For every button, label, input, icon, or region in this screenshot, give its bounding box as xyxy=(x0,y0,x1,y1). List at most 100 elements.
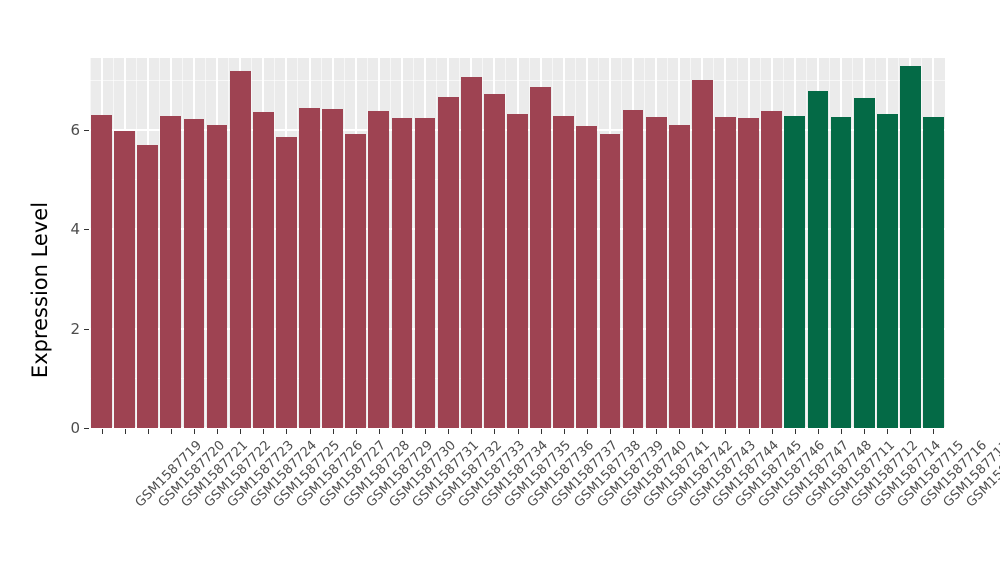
x-axis-tick-mark xyxy=(609,429,611,434)
gridline-minor-vertical xyxy=(251,58,253,428)
gridline-minor-vertical xyxy=(366,58,368,428)
x-axis-tick-mark xyxy=(864,429,866,434)
bar xyxy=(784,116,806,428)
x-axis-tick-mark xyxy=(887,429,889,434)
bar xyxy=(830,116,852,428)
bar xyxy=(807,90,829,428)
gridline-minor-vertical xyxy=(528,58,530,428)
bar xyxy=(345,134,367,428)
bar xyxy=(276,136,297,428)
x-axis-tick-mark xyxy=(355,429,357,434)
gridline-minor-vertical xyxy=(297,58,299,428)
bar xyxy=(206,124,228,428)
gridline-minor-vertical xyxy=(852,58,854,428)
x-axis-tick-mark xyxy=(147,429,149,434)
x-axis-tick-mark xyxy=(124,429,126,434)
x-axis-tick-mark xyxy=(933,429,935,434)
gridline-minor-vertical xyxy=(690,58,692,428)
x-axis-tick-mark xyxy=(517,429,519,434)
plot-panel xyxy=(90,58,945,428)
bar xyxy=(252,111,274,428)
x-axis-tick-mark xyxy=(679,429,681,434)
x-axis-tick-mark xyxy=(563,429,565,434)
y-axis-tick-label: 0 xyxy=(70,419,80,437)
x-axis-tick-mark xyxy=(748,429,750,434)
bar xyxy=(91,115,112,428)
y-axis-tick-label: 2 xyxy=(70,319,80,338)
bar xyxy=(761,111,783,428)
bar xyxy=(668,125,690,428)
bar xyxy=(507,114,528,428)
gridline-minor-vertical xyxy=(620,58,622,428)
x-axis-tick-mark xyxy=(794,429,796,434)
bar xyxy=(414,117,436,428)
y-axis-tick-mark xyxy=(84,328,89,330)
bar xyxy=(229,71,251,428)
x-axis-tick-mark xyxy=(494,429,496,434)
x-axis-tick-mark xyxy=(425,429,427,434)
x-axis-tick-mark xyxy=(193,429,195,434)
x-axis-tick-mark xyxy=(332,429,334,434)
x-axis-tick-mark xyxy=(656,429,658,434)
gridline-minor-vertical xyxy=(413,58,414,428)
x-axis-tick-mark xyxy=(771,429,773,434)
bar xyxy=(553,115,575,428)
x-axis-tick-mark xyxy=(817,429,819,434)
gridline-minor-vertical xyxy=(459,58,461,428)
gridline-minor-vertical xyxy=(782,58,784,428)
gridline-minor-vertical xyxy=(343,58,345,428)
bar xyxy=(322,108,344,428)
y-axis-tick-label: 4 xyxy=(70,220,80,239)
y-axis-tick-mark xyxy=(84,229,89,231)
bar xyxy=(183,118,205,428)
gridline-minor-vertical xyxy=(597,58,599,428)
gridline-minor-vertical xyxy=(135,58,137,428)
bar xyxy=(483,93,505,428)
bar xyxy=(899,65,921,428)
x-axis-tick-mark xyxy=(170,429,172,434)
bar xyxy=(530,87,551,428)
y-axis-tick-mark xyxy=(84,130,89,131)
gridline-minor-vertical xyxy=(644,58,646,428)
gridline-minor-vertical xyxy=(90,58,91,428)
gridline-minor-vertical xyxy=(574,58,576,428)
gridline-minor-vertical xyxy=(228,58,230,428)
gridline-minor-vertical xyxy=(667,58,669,428)
bar xyxy=(160,116,182,428)
x-axis-tick-mark xyxy=(286,429,288,434)
x-axis-tick-mark xyxy=(702,429,704,434)
gridline-minor-vertical xyxy=(828,58,830,428)
bar xyxy=(576,126,598,428)
y-axis-tick-label: 6 xyxy=(70,121,80,139)
bar xyxy=(645,117,667,428)
bar xyxy=(622,109,644,428)
bar xyxy=(391,118,413,428)
bar xyxy=(460,76,482,428)
x-axis-tick-mark xyxy=(448,429,450,434)
gridline-minor-vertical xyxy=(875,58,877,428)
x-axis-tick-mark xyxy=(401,429,403,434)
bar xyxy=(368,110,390,428)
gridline-minor-vertical xyxy=(944,58,945,428)
bar xyxy=(137,144,159,428)
gridline-minor-vertical xyxy=(921,58,923,428)
gridline-minor-vertical xyxy=(505,58,507,428)
bar xyxy=(599,134,621,428)
gridline-minor-vertical xyxy=(436,58,438,428)
bar xyxy=(715,116,736,428)
x-axis-tick-mark xyxy=(217,429,219,434)
x-axis-tick-mark xyxy=(309,429,311,434)
x-axis-tick-mark xyxy=(240,429,242,434)
bar xyxy=(437,96,459,428)
gridline-minor-vertical xyxy=(158,58,160,428)
x-axis-tick-mark xyxy=(471,429,473,434)
gridline-minor-vertical xyxy=(482,58,484,428)
x-axis-tick-mark xyxy=(540,429,542,434)
bar xyxy=(876,114,898,428)
x-axis-tick-mark xyxy=(378,429,380,434)
gridline-minor-vertical xyxy=(181,58,183,428)
y-axis-tick-labels: 0 2 4 6 xyxy=(52,0,80,580)
gridline-minor-vertical xyxy=(551,58,553,428)
bar xyxy=(114,130,136,428)
